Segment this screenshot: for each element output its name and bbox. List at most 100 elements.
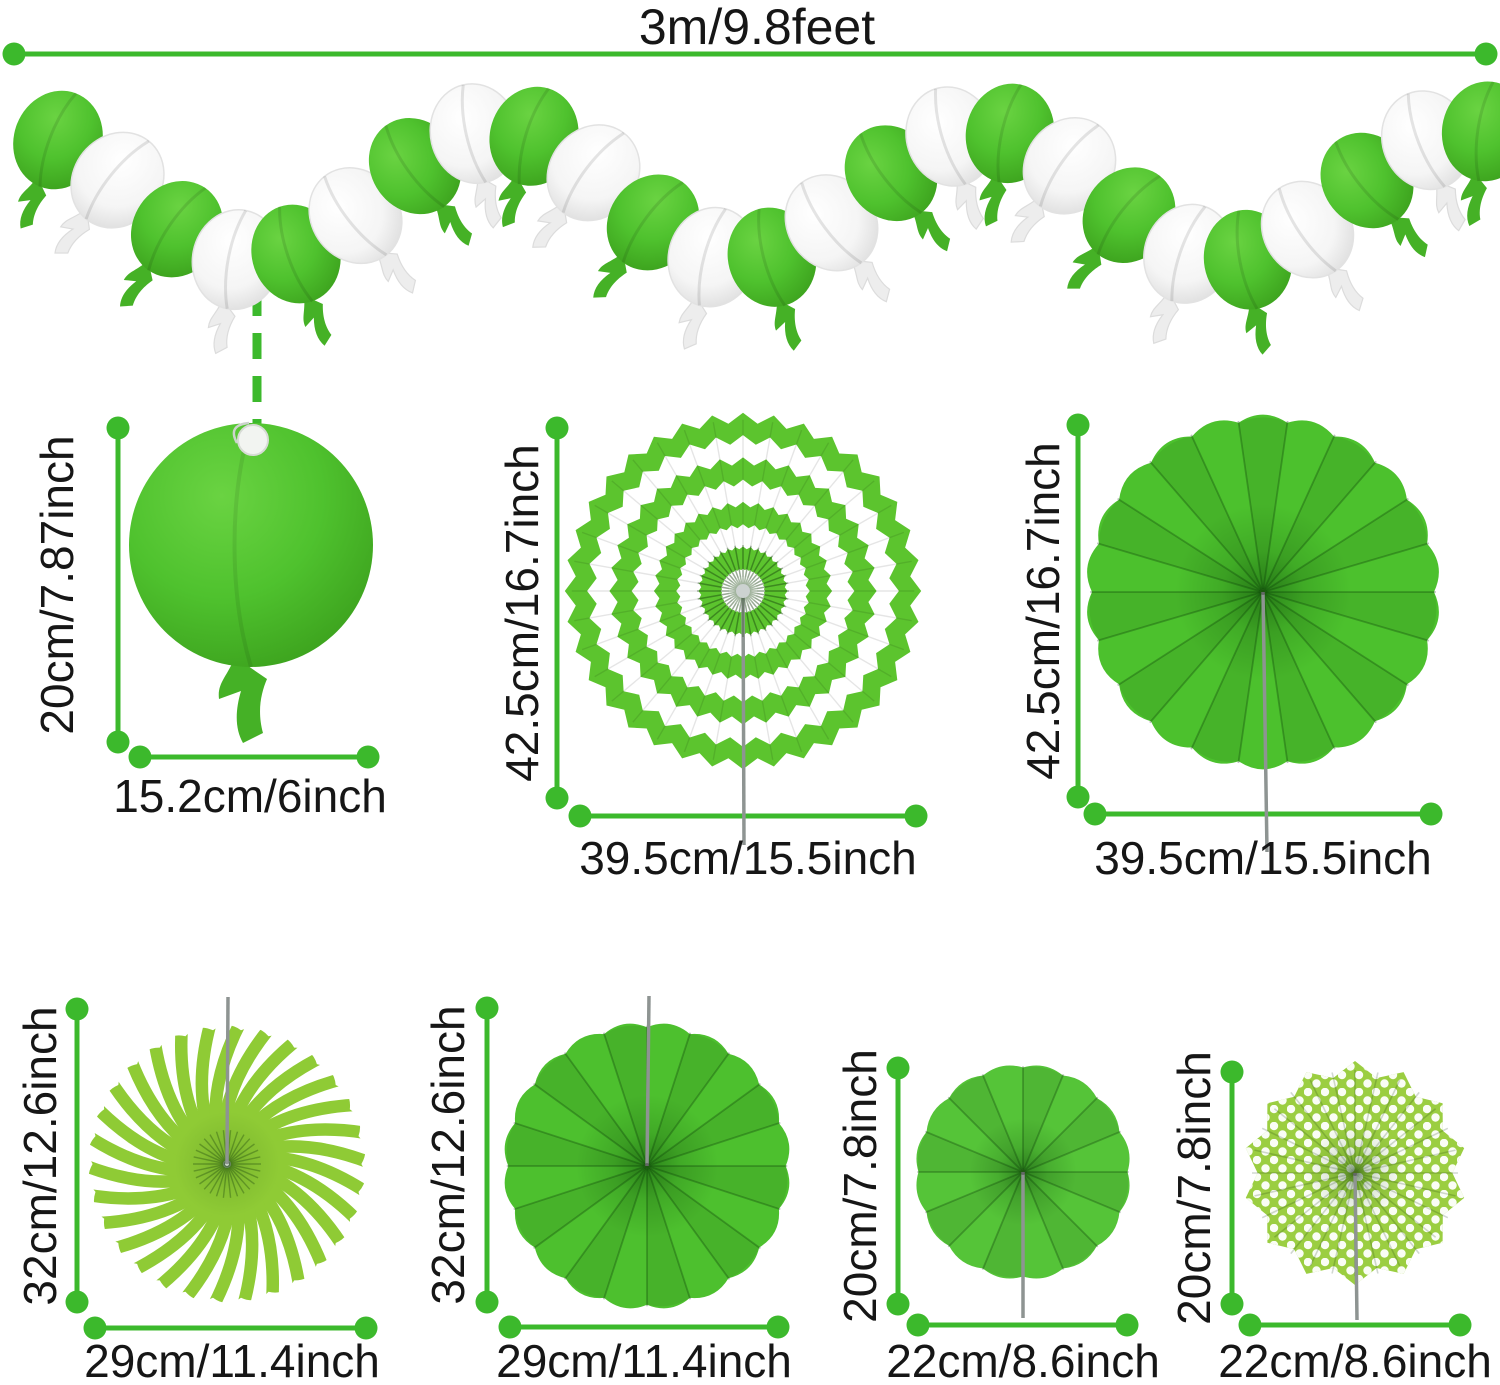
balloon-tail [18,177,47,229]
pleat-line [743,547,760,588]
measure-dot [906,1313,930,1337]
measure-dot [766,1315,790,1339]
width-measure-fan-swirl [83,1316,378,1340]
measure-dot [354,1316,378,1340]
pleat-line [726,547,743,588]
pleat-line [744,604,774,760]
balloon-tail [1010,195,1045,243]
width-measure-fan-solid-large [1083,802,1443,826]
garland-balloon-white [1010,116,1117,243]
fan-polka-height-label: 20cm/7.8inch [1168,1051,1220,1325]
pleat-line [699,591,740,608]
pleat-line [755,595,905,651]
balloon-tail [911,210,951,252]
balloon-tail [434,203,473,246]
hanging-string [232,421,250,444]
pleat-line [742,545,752,588]
pleat-line [632,601,735,723]
pleat-line [683,429,739,579]
fan-solid-large-width-label: 39.5cm/15.5inch [1094,832,1432,884]
pleat-line [656,442,737,580]
balloon-crease [561,131,625,213]
width-measure-fan-polka-dot [1238,1313,1472,1337]
fan-solid-large-height-label: 42.5cm/16.7inch [1017,442,1069,780]
measurement-lines [2,42,1498,1340]
fan-hub [644,1163,650,1169]
fan-ringstripe-height-label: 42.5cm/16.7inch [496,444,548,782]
balloon-crease [800,182,863,265]
pleat-line [734,594,744,637]
measure-dot [106,416,130,440]
pleat-line [707,560,741,589]
balloon-tail [1245,302,1271,355]
fan-solid-medium-height-label: 32cm/12.6inch [422,1005,474,1304]
balloon-crease [1277,187,1337,273]
measure-dot [498,1315,522,1339]
measure-dot [83,1316,107,1340]
fan-stick [1353,1172,1359,1321]
balloon-tail [54,207,91,254]
paper-fan-swirl-stripes [88,996,366,1303]
balloon-tail [678,294,708,350]
pleat-line [574,560,730,590]
balloon-tail [474,174,502,229]
fan-stick [225,996,230,1165]
pleat-line [746,582,789,592]
balloon-crease [934,88,967,186]
height-measure-balloon [106,416,130,754]
garland-balloon-white [1260,180,1364,312]
measure-dot [568,804,592,828]
balloon-crease [460,84,488,184]
fan-hub [1352,1170,1358,1176]
pleat-line [754,597,892,678]
measure-dot [356,745,380,769]
pleat-line [683,603,739,753]
measure-dot [1066,413,1090,437]
pleat-line [699,574,740,591]
pleat-line [756,560,912,590]
measure-dot [1220,1292,1244,1316]
pleat-line [594,504,732,585]
paper-tab [237,424,269,456]
pleat-line [746,590,789,600]
fan-polka-width-label: 22cm/8.6inch [1218,1335,1492,1385]
measure-dot [545,416,569,440]
pleat-line [746,567,784,590]
measure-dot [1448,1313,1472,1337]
measure-dot [475,996,499,1020]
fan-hub [1260,589,1266,595]
pleat-line [712,604,742,760]
fan-face [1245,1061,1465,1321]
measure-dot [65,997,89,1021]
pleat-line [751,459,854,581]
garland-length-label: 3m/9.8feet [639,0,875,55]
balloon-crease [224,209,248,309]
balloon-tail [1460,172,1487,226]
fan-stick [1261,591,1269,853]
balloon-tail [774,299,802,351]
pleat-line [754,504,892,585]
balloon-crease [1170,205,1207,301]
measure-dot [475,1290,499,1314]
measure-dot [545,786,569,810]
pleat-line [594,597,732,678]
balloon-crease [1406,93,1446,188]
balloon-tail [532,201,568,248]
measure-dot [904,804,928,828]
pleat-line [746,574,787,591]
fan-stick [645,995,651,1167]
fan-swirl-width-label: 29cm/11.4inch [84,1335,380,1385]
pleat-line [611,480,733,583]
balloon-tail [303,295,332,346]
balloon-crease [1096,174,1161,255]
measure-dot [1066,785,1090,809]
pleat-line [707,593,741,622]
measure-dot [65,1290,89,1314]
balloon-tail [207,298,236,355]
fan-solid-small-width-label: 22cm/8.6inch [886,1335,1160,1385]
balloon-tail [1067,244,1102,289]
height-measure-fan-polka-dot [1220,1060,1244,1316]
pleat-line [747,603,803,753]
balloon-crease [757,208,787,307]
